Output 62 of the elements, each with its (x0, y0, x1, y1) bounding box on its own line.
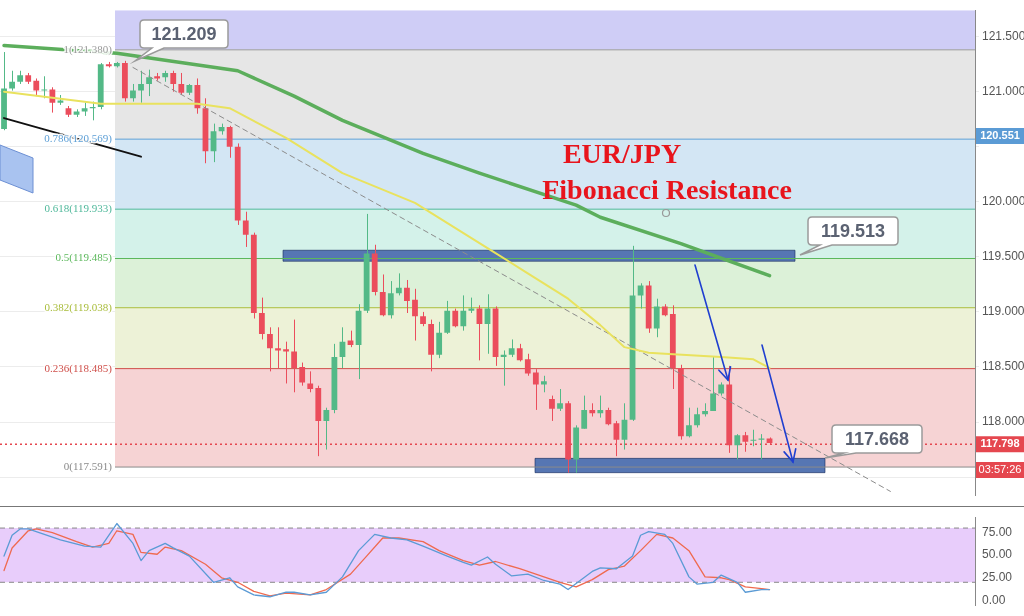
ref-line-label: 0.5(119.485) (55, 251, 113, 265)
candlestick (710, 356, 717, 412)
annotation: 121.209 (151, 23, 217, 44)
candlestick (267, 326, 273, 372)
text: EUR/JPY (562, 138, 682, 170)
candlestick (524, 353, 531, 377)
candlestick (597, 395, 604, 419)
y-tick-label: 121.000 (982, 84, 1024, 98)
candlestick (307, 370, 314, 393)
candlestick (226, 125, 233, 159)
candlestick (170, 70, 177, 93)
text: 120.551 (980, 129, 1020, 142)
text: 03:57:26 (978, 463, 1022, 476)
candlestick (637, 282, 644, 310)
candlestick (379, 273, 386, 317)
candlestick (9, 70, 15, 92)
y-tick-label: 0.00 (982, 592, 1006, 607)
candlestick (404, 279, 410, 314)
y-tick-label: 118.000 (982, 414, 1024, 429)
annotation: 117.668 (844, 428, 910, 449)
candlestick (581, 395, 588, 430)
annotation: 119.513 (820, 220, 886, 241)
candlestick (444, 300, 451, 335)
y-tick-label: 119.000 (982, 304, 1024, 319)
text: Fibonacci Resistance (542, 174, 792, 206)
y-tick-label: 50.00 (982, 547, 1013, 562)
candlestick (734, 433, 741, 460)
candlestick (653, 298, 660, 338)
candlestick (138, 70, 144, 104)
y-tick-label: 119.500 (982, 249, 1024, 264)
candlestick (395, 272, 402, 296)
candlestick (178, 72, 185, 96)
y-tick-label: 120.000 (982, 194, 1024, 209)
candlestick (436, 321, 443, 359)
ref-line-label: 0.618(119.933) (44, 202, 113, 216)
y-tick-label: 118.500 (982, 359, 1024, 374)
candlestick (275, 326, 281, 369)
candlestick (242, 211, 249, 248)
candlestick (387, 280, 394, 320)
y-tick-label: 25.00 (982, 570, 1013, 585)
candlestick (299, 362, 306, 387)
y-tick-label: 121.500 (982, 28, 1024, 43)
ref-line-label: 117.798 (980, 437, 1020, 450)
ref-line-label: 0.236(118.485) (44, 361, 113, 375)
ref-line-label: 0.382(119.038) (44, 300, 113, 314)
candlestick (323, 407, 330, 451)
candlestick (412, 288, 418, 342)
y-tick-label: 75.00 (982, 524, 1013, 539)
candlestick (283, 341, 289, 384)
candlestick (146, 69, 152, 97)
candlestick (557, 388, 563, 412)
candlestick (460, 294, 467, 332)
candlestick (742, 431, 749, 453)
candlestick (532, 368, 539, 411)
candlestick (452, 308, 459, 328)
candlestick (291, 319, 298, 393)
candlestick (686, 407, 692, 438)
candlestick (549, 395, 555, 422)
candlestick (694, 407, 700, 429)
candlestick (258, 297, 265, 340)
ref-line-label: 0(117.591) (63, 459, 113, 473)
candlestick (500, 349, 507, 387)
